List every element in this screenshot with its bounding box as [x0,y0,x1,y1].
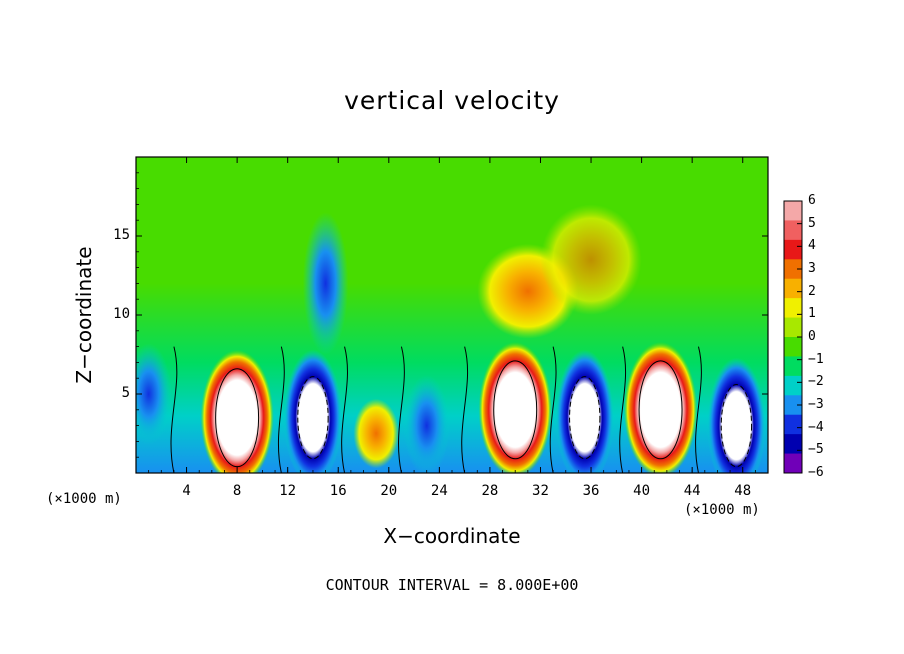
chart-title: vertical velocity [344,86,560,115]
colorbar-swatch [784,317,802,338]
colorbar-tick-label: −5 [808,442,824,458]
contour-positive [638,360,683,460]
x-tick-label: 32 [532,483,549,499]
axes [136,157,768,473]
contour-zero [461,346,468,473]
colorbar-swatch [784,395,802,416]
contour-zero [341,346,348,473]
colorbar-swatch [784,414,802,435]
colorbar-tick-label: 5 [808,215,816,231]
upper-warm-patch [540,204,642,315]
y-axis-label: Z−coordinate [72,246,96,384]
contour-zero [549,346,557,473]
colorbar-swatch [784,434,802,455]
colorbar-swatch [784,337,802,357]
downdraft-cell [555,349,614,473]
y-tick-label: 5 [121,385,130,401]
colorbar-tick-label: 1 [808,306,816,322]
updraft-cell [353,398,399,469]
updraft-cell [478,341,552,473]
downdraft-cell [283,349,343,473]
x-tick-label: 4 [182,483,191,499]
contour-positive [215,368,260,468]
downdraft-cell [707,357,766,473]
contour-negative [569,376,601,460]
x-tick-label: 12 [279,483,297,499]
contour-negative [297,376,329,460]
x-unit-label-right: (×1000 m) [684,502,760,518]
x-axis-label: X−coordinate [383,524,521,548]
colorbar-tick-label: −2 [808,374,824,390]
contour-zero [278,346,285,473]
contour-negative [720,384,753,468]
colorbar-swatch [784,278,802,299]
colorbar-swatch [784,220,802,241]
colorbar-tick-label: 0 [808,329,816,344]
x-tick-label: 36 [582,483,600,499]
x-tick-label: 28 [481,483,499,499]
updraft-cell [623,341,698,473]
colorbar-tick-label: −3 [808,397,824,412]
colorbar-tick-label: −4 [808,419,824,435]
colorbar-tick-label: 4 [808,238,816,254]
colorbar-tick-label: −6 [808,465,824,480]
contour-zero [398,346,405,473]
colorbar-tick-label: 2 [808,283,816,299]
colorbar-tick-label: −1 [808,351,824,367]
plot-area [136,157,768,473]
contour-interval-note: CONTOUR INTERVAL = 8.000E+00 [325,576,579,594]
colorbar-tick-label: 3 [808,261,816,276]
y-tick-label: 10 [113,306,130,322]
colorbar-swatch [784,453,802,474]
y-tick-label: 15 [113,227,130,243]
colorbar-swatch [784,356,802,377]
colorbar-swatch [784,298,802,319]
x-tick-label: 48 [734,483,752,499]
contour-positive [493,360,538,460]
contour-zero [170,346,178,473]
x-tick-label: 8 [232,483,242,499]
colorbar-swatch [784,201,802,221]
colorbar-swatch [784,259,802,280]
updraft-cell [200,349,274,473]
x-tick-label: 24 [430,483,448,499]
contour-lines [170,346,753,473]
colorbar-tick-label: 6 [808,193,816,208]
downdraft-cell [136,343,172,445]
contour-zero [695,346,702,473]
contour-zero [619,346,626,473]
downdraft-cell [403,375,450,473]
colorbar-swatch [784,375,802,396]
downdraft-cell [302,212,349,355]
x-tick-label: 44 [683,483,701,499]
x-tick-label: 16 [329,483,347,499]
colorbar-swatch [784,239,802,260]
x-tick-label: 20 [380,483,398,499]
colorbar [783,200,803,474]
x-unit-label-left: (×1000 m) [46,491,122,507]
x-tick-label: 40 [633,483,651,499]
